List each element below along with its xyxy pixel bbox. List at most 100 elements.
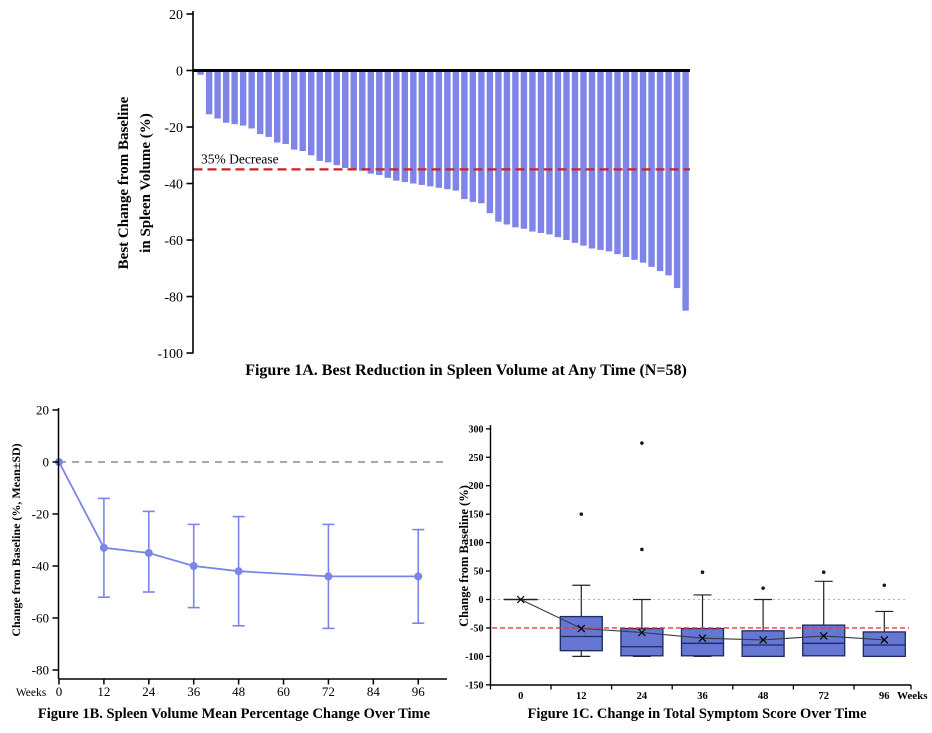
bar bbox=[418, 70, 426, 185]
bar bbox=[673, 70, 681, 289]
y-axis-label: Change from Baseline (%, Mean±SD) bbox=[9, 443, 23, 636]
y-tick-label: -40 bbox=[164, 178, 183, 193]
bar bbox=[478, 70, 485, 204]
outlier-point bbox=[640, 441, 644, 445]
y-tick-label: 200 bbox=[469, 481, 484, 492]
bar bbox=[656, 70, 664, 272]
bar bbox=[622, 70, 630, 257]
figure-1b-caption: Figure 1B. Spleen Volume Mean Percentage… bbox=[37, 706, 431, 722]
x-tick-label: 0 bbox=[56, 684, 63, 699]
x-tick-label: 96 bbox=[412, 684, 426, 699]
figure-1c-caption: Figure 1C. Change in Total Symptom Score… bbox=[527, 706, 867, 722]
bar bbox=[486, 70, 494, 214]
outlier-point bbox=[579, 512, 584, 516]
x-tick-label: 12 bbox=[97, 684, 110, 699]
x-tick-label: 60 bbox=[277, 684, 290, 699]
x-tick-label: 24 bbox=[637, 691, 648, 702]
y-tick-label: -50 bbox=[470, 623, 483, 634]
x-tick-label: 72 bbox=[322, 684, 335, 699]
bar bbox=[495, 70, 502, 222]
y-tick-label: -60 bbox=[164, 234, 183, 249]
y-tick-label: 50 bbox=[474, 567, 484, 578]
y-tick-label: 20 bbox=[36, 403, 49, 418]
box bbox=[620, 627, 664, 657]
y-tick-label: -100 bbox=[157, 347, 183, 362]
bar bbox=[290, 70, 298, 150]
mean-marker bbox=[637, 628, 646, 637]
x-axis-label: Weeks bbox=[16, 687, 47, 699]
bar bbox=[393, 70, 400, 181]
bar bbox=[503, 70, 511, 225]
bar bbox=[273, 70, 281, 143]
bar bbox=[452, 70, 460, 191]
bar bbox=[342, 70, 349, 168]
symptom-score-boxplot: 300 250 200 150 100 50 0 -50 -100 -150 0 12 24 36 48 72… bbox=[457, 424, 928, 702]
y-tick-label: 0 bbox=[176, 65, 183, 80]
mean-marker bbox=[516, 595, 525, 604]
bar bbox=[597, 70, 604, 250]
bar bbox=[197, 70, 204, 75]
y-tick-label: -80 bbox=[164, 291, 183, 306]
bar bbox=[469, 70, 477, 202]
mean-marker bbox=[819, 631, 828, 640]
outlier-point bbox=[640, 547, 644, 552]
bar bbox=[631, 70, 638, 260]
bar bbox=[537, 70, 545, 233]
outlier-point bbox=[761, 586, 765, 590]
bar bbox=[648, 70, 655, 267]
bar bbox=[605, 70, 613, 252]
bar bbox=[308, 70, 315, 156]
bar bbox=[350, 70, 357, 170]
figure-1a-caption: Figure 1A. Best Reduction in Spleen Volu… bbox=[245, 362, 687, 379]
bar bbox=[529, 70, 536, 232]
x-tick-label: 84 bbox=[367, 684, 381, 699]
spleen-volume-line-chart: 20 0 -20 -40 -60 -80 0 12 24 36 48 60 72 84 96 Weeks Cha… bbox=[9, 403, 447, 699]
bar bbox=[427, 70, 434, 187]
box bbox=[741, 630, 785, 658]
x-tick-label: 48 bbox=[232, 684, 245, 699]
y-axis-label: Best Change from Baseline bbox=[116, 96, 132, 269]
y-tick-label: 100 bbox=[469, 538, 484, 549]
y-tick-label: 0 bbox=[43, 455, 50, 470]
bar bbox=[614, 70, 621, 255]
y-tick-label: 20 bbox=[169, 8, 183, 23]
outlier-point bbox=[882, 583, 887, 588]
bar bbox=[384, 70, 391, 178]
bar bbox=[205, 70, 213, 115]
bar bbox=[333, 70, 340, 166]
x-tick-label: 96 bbox=[879, 691, 890, 702]
bar bbox=[248, 70, 255, 129]
bar bbox=[682, 70, 689, 311]
mean-marker bbox=[698, 634, 707, 643]
y-tick-label: -150 bbox=[465, 680, 483, 691]
bar bbox=[265, 70, 272, 137]
box bbox=[862, 631, 906, 658]
bar bbox=[461, 70, 468, 200]
data-point bbox=[414, 572, 423, 581]
x-tick-label: 24 bbox=[142, 684, 156, 699]
bar bbox=[410, 70, 417, 184]
y-tick-label: 150 bbox=[469, 510, 484, 521]
bar bbox=[401, 70, 409, 183]
outlier-point bbox=[700, 570, 705, 574]
spleen-volume-waterfall-chart: 35% Decrease 20 0 -20 -40 -60 -80 -100 Best Chan… bbox=[116, 8, 690, 362]
bar bbox=[580, 70, 587, 246]
bar bbox=[563, 70, 570, 241]
bar bbox=[239, 70, 247, 126]
data-point bbox=[324, 572, 333, 581]
bar bbox=[435, 70, 443, 188]
mean-marker bbox=[577, 624, 586, 633]
mean-marker bbox=[880, 635, 889, 644]
y-tick-label: -60 bbox=[32, 611, 49, 626]
mean-marker bbox=[759, 635, 768, 644]
box bbox=[680, 627, 725, 657]
bar bbox=[222, 70, 230, 123]
bar bbox=[571, 70, 579, 243]
bar bbox=[444, 70, 451, 190]
bar bbox=[512, 70, 519, 228]
y-tick-label: -80 bbox=[32, 663, 49, 678]
y-tick-label: 250 bbox=[469, 453, 484, 464]
bar bbox=[554, 70, 562, 238]
bar bbox=[256, 70, 264, 135]
